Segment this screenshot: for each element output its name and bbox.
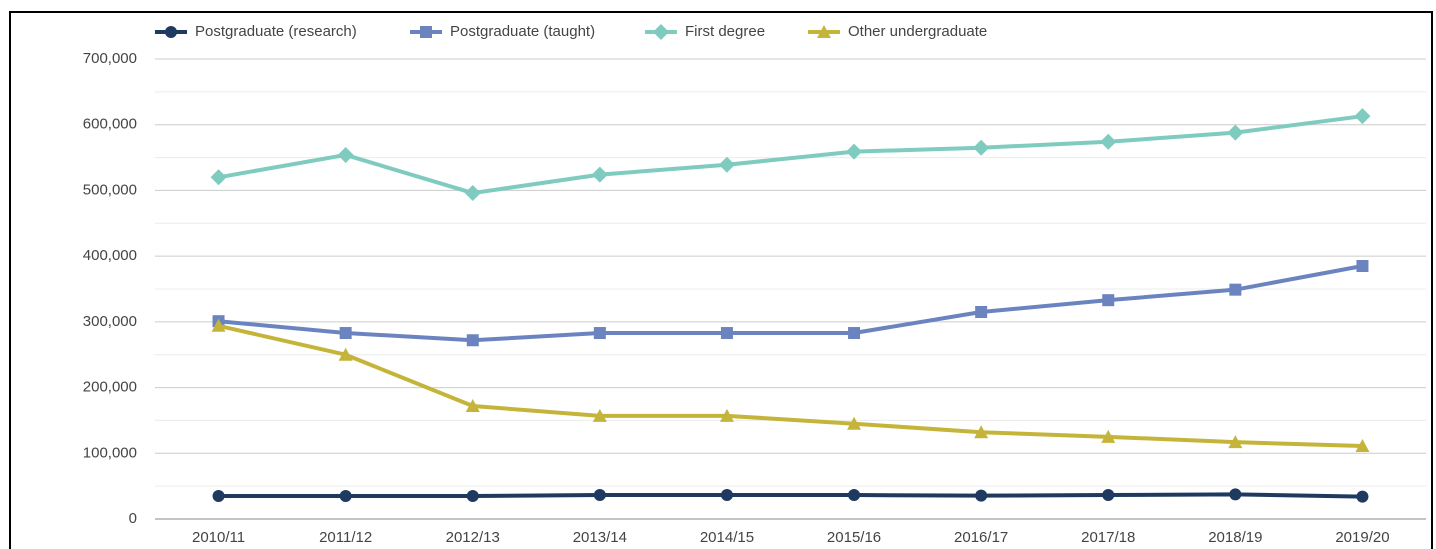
y-tick-label: 500,000 [83, 181, 137, 198]
point [1229, 488, 1242, 501]
y-tick-label: 200,000 [83, 379, 137, 396]
point [1227, 124, 1244, 141]
point [466, 334, 479, 347]
point [1228, 435, 1243, 449]
legend-label: Postgraduate (research) [195, 23, 357, 40]
series-line [218, 264, 1363, 343]
x-tick-label: 2010/11 [192, 529, 245, 546]
point [720, 489, 733, 502]
point [593, 489, 606, 502]
point [848, 489, 861, 502]
point [1102, 489, 1115, 502]
x-tick-label: 2013/14 [573, 529, 627, 546]
series-line [218, 323, 1363, 449]
point [847, 416, 862, 430]
legend-marker [653, 24, 669, 40]
point [338, 347, 353, 361]
x-tick-label: 2018/19 [1208, 529, 1262, 546]
x-tick-label: 2019/20 [1335, 529, 1389, 546]
y-tick-label: 0 [129, 510, 137, 527]
point [720, 327, 733, 340]
frame [9, 11, 1433, 549]
legend-marker [165, 26, 177, 38]
y-tick-label: 100,000 [83, 444, 137, 461]
point [975, 306, 988, 318]
x-tick-label: 2014/15 [700, 529, 754, 546]
point [466, 490, 479, 502]
legend-label: Postgraduate (taught) [450, 23, 595, 40]
point [211, 318, 226, 332]
legend-label: First degree [685, 23, 765, 40]
point [339, 327, 352, 340]
point [718, 156, 735, 173]
x-tick-label: 2011/12 [319, 529, 372, 546]
y-tick-label: 600,000 [83, 116, 137, 133]
x-tick-label: 2017/18 [1081, 529, 1135, 546]
point [846, 143, 863, 160]
point [848, 327, 861, 340]
point [593, 327, 606, 340]
y-tick-label: 300,000 [83, 313, 137, 330]
point [975, 489, 988, 502]
point [719, 408, 734, 422]
x-tick-label: 2012/13 [446, 529, 500, 546]
point [1355, 439, 1370, 453]
x-tick-label: 2015/16 [827, 529, 881, 546]
legend-marker [817, 25, 831, 38]
point [591, 166, 608, 183]
x-tick-label: 2016/17 [954, 529, 1008, 546]
point [1354, 108, 1371, 125]
point [592, 408, 607, 422]
point [212, 490, 225, 502]
legend-marker [420, 26, 432, 38]
point [337, 146, 354, 163]
series-line [218, 114, 1363, 196]
point [1356, 260, 1369, 272]
y-tick-label: 400,000 [83, 247, 137, 264]
point [1229, 283, 1242, 296]
point [465, 398, 480, 412]
point [1101, 429, 1116, 443]
series-line [218, 492, 1363, 499]
point [1102, 294, 1115, 307]
y-tick-label: 700,000 [83, 50, 137, 67]
legend-label: Other undergraduate [848, 23, 987, 40]
point [464, 185, 481, 202]
point [973, 139, 990, 156]
point [1100, 133, 1117, 150]
point [210, 169, 227, 186]
point [974, 425, 989, 439]
point [1356, 490, 1369, 503]
point [339, 490, 352, 502]
